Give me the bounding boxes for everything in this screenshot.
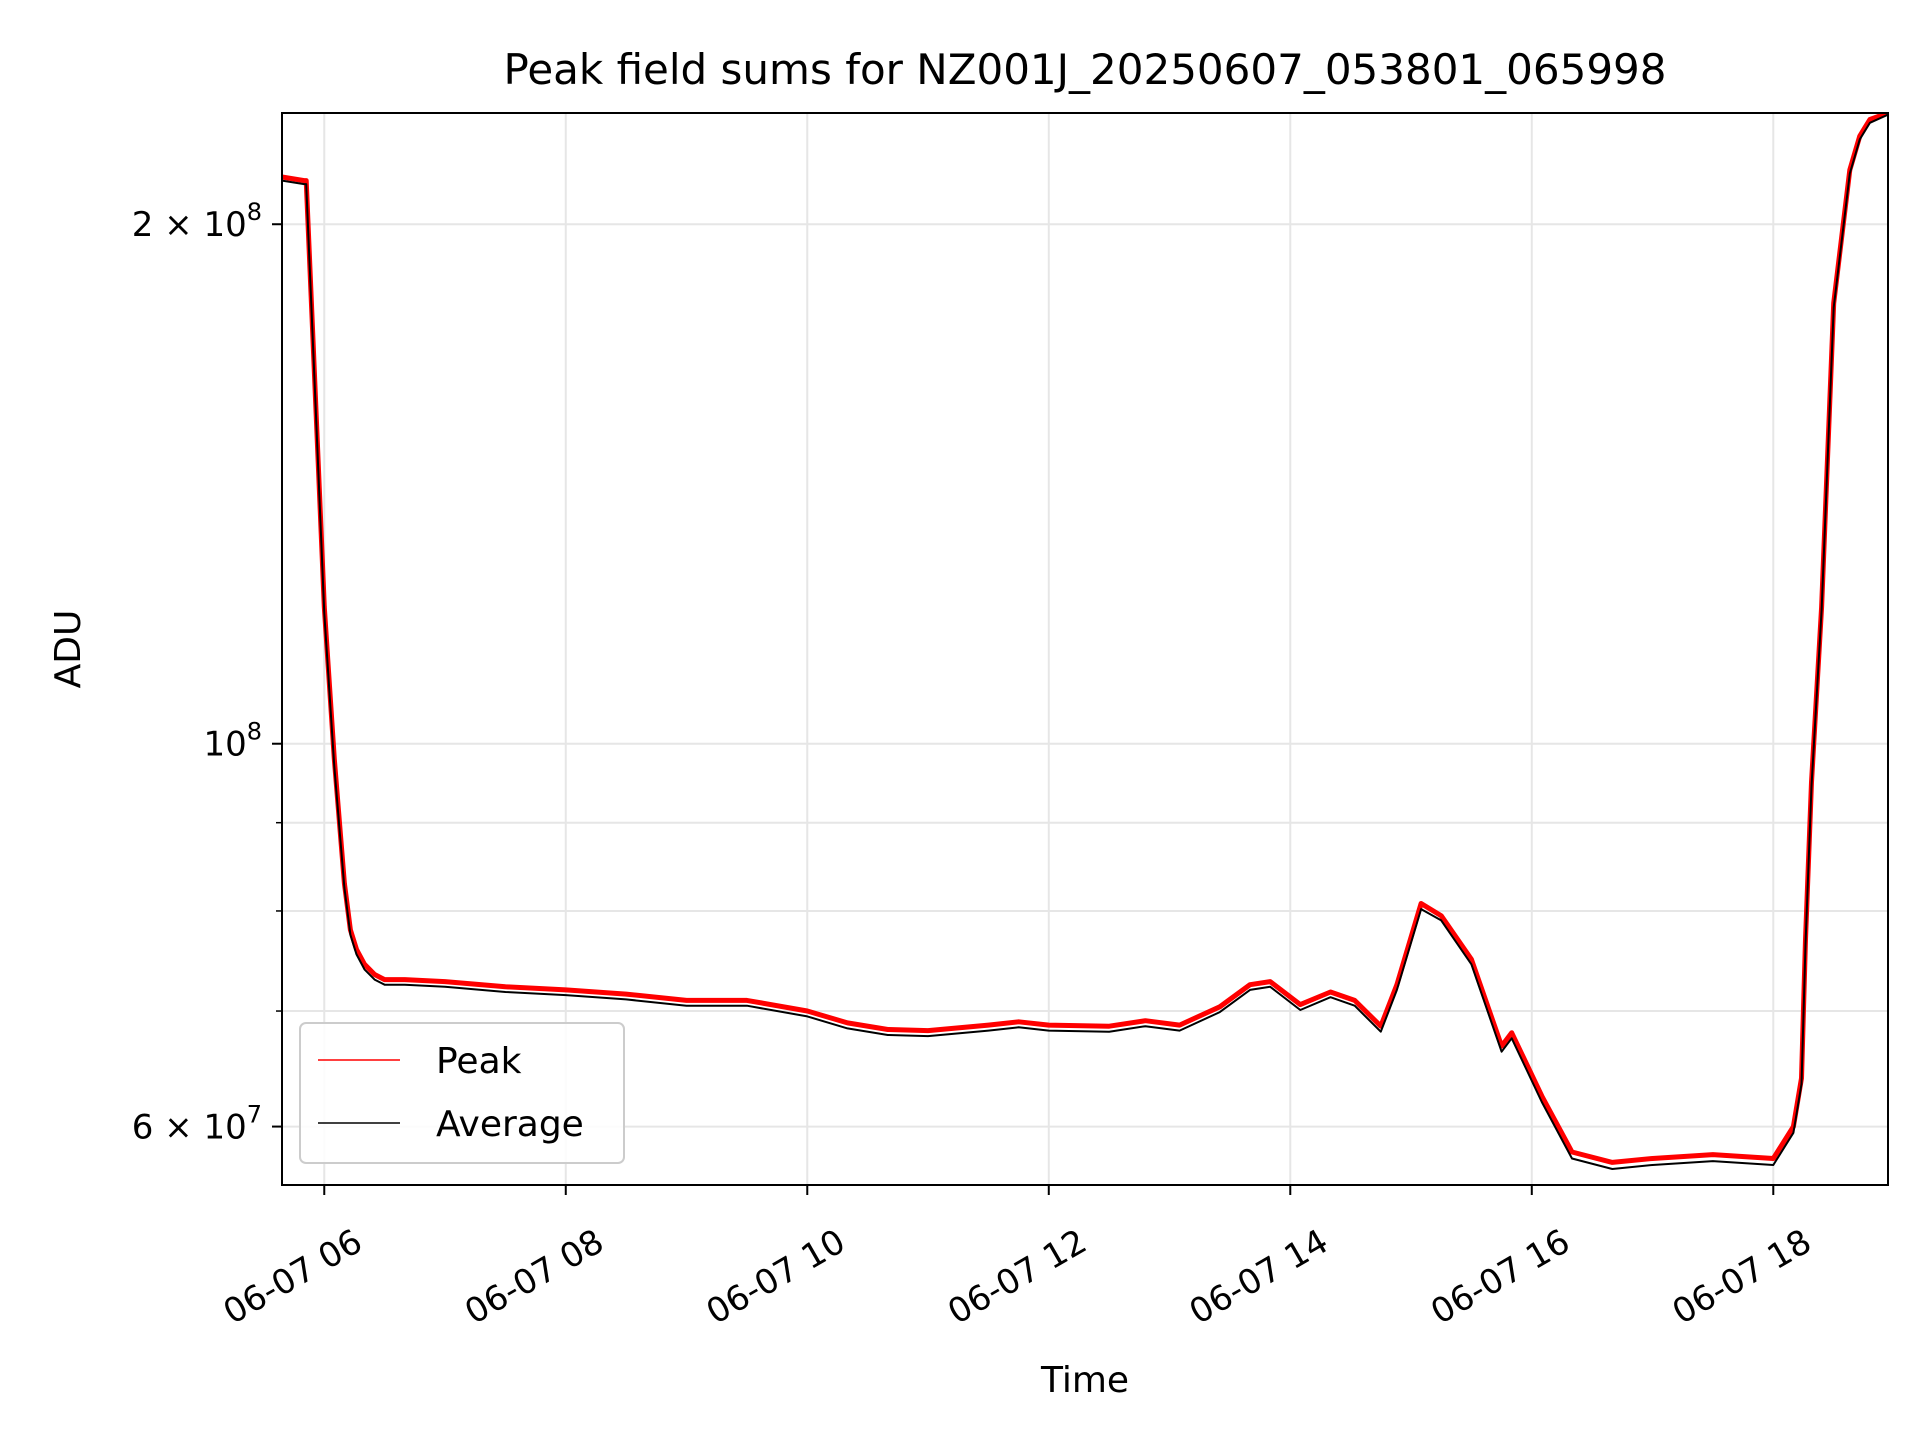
series-layer (282, 113, 1888, 1170)
plot-frame (281, 112, 1889, 1186)
legend: Peak Average (299, 1022, 625, 1164)
y-tick-label: 2 × 108 (132, 198, 262, 245)
x-axis-label: Time (1040, 1360, 1129, 1401)
y-tick-base: 6 × 10 (132, 1108, 247, 1148)
y-axis-label: ADU (48, 610, 89, 689)
y-tick-base: 10 (203, 725, 246, 765)
y-tick-label: 6 × 107 (132, 1101, 262, 1148)
chart-title: Peak field sums for NZ001J_20250607_0538… (504, 45, 1667, 94)
y-tick-exponent: 7 (247, 1101, 262, 1129)
series-line-average (282, 113, 1888, 1170)
series-line-peak (282, 113, 1888, 1165)
y-tick-label: 108 (203, 718, 262, 765)
legend-label-average: Average (436, 1104, 584, 1145)
grid-lines (282, 113, 1888, 1185)
y-tick-exponent: 8 (247, 718, 262, 746)
legend-box (299, 1022, 625, 1164)
legend-label-peak: Peak (436, 1041, 522, 1082)
y-tick-base: 2 × 10 (132, 205, 247, 245)
y-tick-exponent: 8 (247, 198, 262, 226)
